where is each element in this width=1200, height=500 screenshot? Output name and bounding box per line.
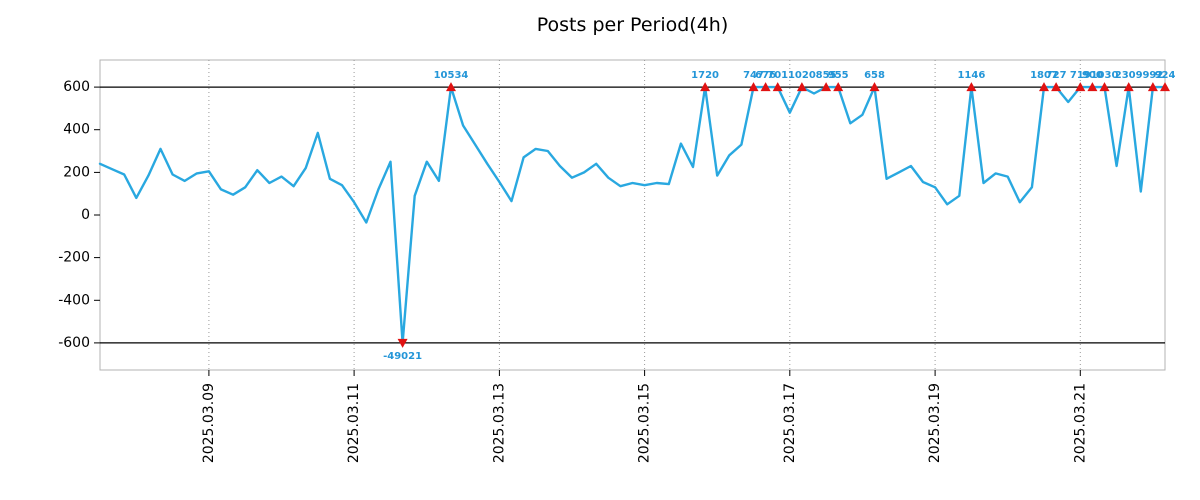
y-tick-label: 400 bbox=[63, 122, 90, 138]
y-tick-label: -400 bbox=[58, 292, 90, 308]
annotation-label: 855 bbox=[816, 70, 837, 81]
clip-marker-up bbox=[772, 82, 783, 92]
x-tick-label: 2025.03.19 bbox=[927, 383, 943, 463]
annotation-label: 924 bbox=[1155, 70, 1176, 81]
plot-frame bbox=[99, 59, 1166, 371]
y-tick-label: -200 bbox=[58, 250, 90, 266]
chart-title: Posts per Period(4h) bbox=[536, 14, 729, 36]
clip-marker-up bbox=[1039, 82, 1049, 92]
clip-marker-up bbox=[1099, 82, 1110, 92]
clip-marker-up bbox=[1075, 82, 1086, 92]
annotation-label: 2309 bbox=[1115, 70, 1143, 81]
clip-marker-up bbox=[1160, 82, 1170, 92]
x-tick-label: 2025.03.13 bbox=[491, 383, 507, 463]
annotation-label: 1807 bbox=[1030, 70, 1058, 81]
y-tick-label: -600 bbox=[58, 335, 90, 351]
clip-marker-up bbox=[1087, 82, 1098, 92]
clip-marker-up bbox=[1123, 82, 1134, 92]
y-tick-label: 600 bbox=[63, 79, 90, 95]
annotation-label: 727 bbox=[1046, 70, 1067, 81]
clip-marker-up bbox=[796, 82, 807, 92]
x-tick-label: 2025.03.11 bbox=[346, 383, 362, 463]
annotation-label: 747 bbox=[743, 70, 764, 81]
annotation-label: 1146 bbox=[957, 70, 985, 81]
clip-marker-up bbox=[748, 82, 759, 92]
clip-marker-up bbox=[700, 82, 711, 92]
annotation-label: -49021 bbox=[383, 351, 422, 362]
clip-marker-up bbox=[869, 82, 880, 92]
clip-marker-up bbox=[1147, 82, 1158, 92]
annotation-label: 719 bbox=[1070, 70, 1091, 81]
clip-marker-up bbox=[1051, 82, 1062, 92]
clip-marker-up bbox=[821, 82, 832, 92]
annotation-label: 701 bbox=[767, 70, 788, 81]
x-tick-label: 2025.03.17 bbox=[782, 383, 798, 463]
clip-marker-up bbox=[966, 82, 977, 92]
clip-marker-down bbox=[397, 338, 408, 348]
clip-marker-up bbox=[446, 82, 456, 92]
y-tick-label: 0 bbox=[81, 207, 90, 223]
annotation-label: 10534 bbox=[434, 70, 469, 81]
y-tick-label: 200 bbox=[63, 164, 90, 180]
annotation-label: 658 bbox=[864, 70, 885, 81]
x-tick-label: 2025.03.09 bbox=[201, 383, 217, 463]
annotation-label: 1720 bbox=[691, 70, 719, 81]
annotation-label: 1030 bbox=[1091, 70, 1119, 81]
annotation-label: 955 bbox=[828, 70, 849, 81]
x-tick-label: 2025.03.21 bbox=[1072, 383, 1088, 463]
clip-marker-up bbox=[760, 82, 771, 92]
annotation-label: 676 bbox=[755, 70, 776, 81]
annotation-label: 992 bbox=[1142, 70, 1163, 81]
annotation-label: 900 bbox=[1082, 70, 1103, 81]
line-series bbox=[98, 85, 1167, 345]
annotation-label: 1020 bbox=[788, 70, 816, 81]
x-tick-label: 2025.03.15 bbox=[637, 383, 653, 463]
clip-marker-up bbox=[833, 82, 844, 92]
